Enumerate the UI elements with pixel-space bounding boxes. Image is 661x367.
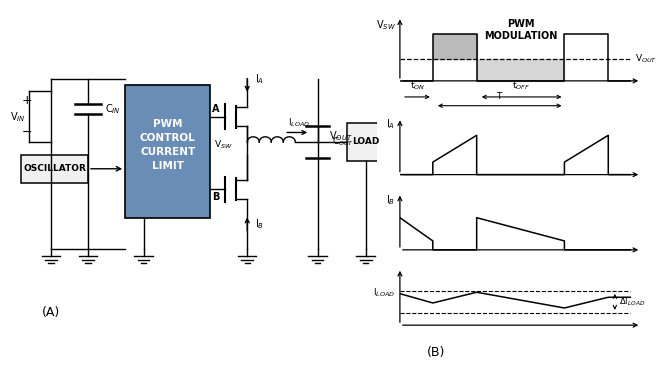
- FancyBboxPatch shape: [125, 85, 210, 218]
- Text: OSCILLATOR: OSCILLATOR: [23, 164, 86, 173]
- Text: B: B: [212, 192, 219, 202]
- Text: t$_{ON}$: t$_{ON}$: [410, 80, 425, 92]
- Text: A: A: [212, 104, 219, 114]
- Text: I$_B$: I$_B$: [254, 217, 264, 231]
- Text: C$_{OUT}$: C$_{OUT}$: [332, 136, 354, 148]
- Text: I$_{LOAD}$: I$_{LOAD}$: [373, 287, 395, 299]
- Text: V$_{SW}$: V$_{SW}$: [375, 18, 395, 32]
- Text: +: +: [22, 94, 32, 108]
- FancyBboxPatch shape: [21, 155, 88, 183]
- Text: C$_{IN}$: C$_{IN}$: [104, 102, 120, 116]
- Text: (B): (B): [427, 346, 446, 359]
- Text: I$_A$: I$_A$: [254, 72, 264, 86]
- Text: ΔI$_{LOAD}$: ΔI$_{LOAD}$: [619, 296, 646, 308]
- Text: V$_{SW}$: V$_{SW}$: [214, 139, 233, 151]
- Text: PWM
MODULATION: PWM MODULATION: [484, 19, 557, 41]
- Text: I$_{LOAD}$: I$_{LOAD}$: [288, 117, 310, 129]
- FancyBboxPatch shape: [347, 123, 384, 161]
- Text: V$_{OUT}$: V$_{OUT}$: [635, 53, 657, 65]
- Text: −: −: [22, 126, 32, 139]
- Text: LOAD: LOAD: [352, 138, 379, 146]
- Text: T: T: [496, 92, 501, 101]
- Text: V$_{OUT}$: V$_{OUT}$: [329, 129, 352, 142]
- Text: t$_{OFF}$: t$_{OFF}$: [512, 80, 529, 92]
- Text: V$_{IN}$: V$_{IN}$: [10, 110, 26, 124]
- Text: I$_B$: I$_B$: [386, 193, 395, 207]
- Text: I$_A$: I$_A$: [387, 118, 395, 131]
- Text: (A): (A): [42, 306, 60, 319]
- Text: PWM
CONTROL
CURRENT
LIMIT: PWM CONTROL CURRENT LIMIT: [139, 119, 196, 171]
